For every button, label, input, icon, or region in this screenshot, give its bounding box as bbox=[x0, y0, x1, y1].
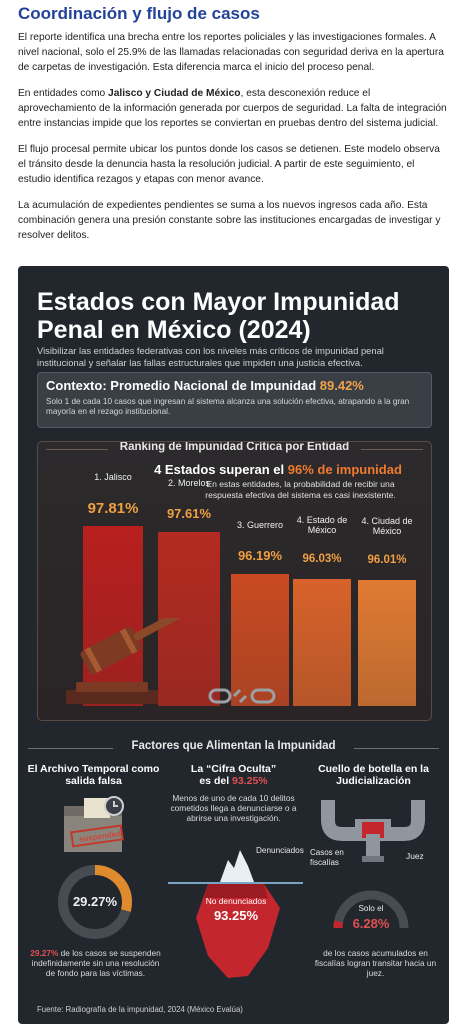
folder-icon bbox=[64, 796, 124, 852]
highlight-value: 96% de impunidad bbox=[287, 462, 402, 477]
factor2-value: 93.25% bbox=[213, 908, 259, 923]
factor1-desc-value: 29.27% bbox=[30, 948, 59, 958]
bar-label-4: 4. Ciudad de México bbox=[361, 515, 413, 536]
article-paragraph-2: En entidades como Jalisco y Ciudad de Mé… bbox=[18, 86, 449, 131]
infographic-subtitle: Visibilizar las entidades federativas co… bbox=[37, 345, 384, 368]
bar-label-1: 2. Morelos bbox=[167, 477, 211, 488]
bar-3 bbox=[293, 579, 351, 706]
infographic: Estados con Mayor Impunidad Penal en Méx… bbox=[18, 266, 449, 1024]
factor3-title: Cuello de botella en la Judicialización bbox=[318, 763, 429, 787]
bar-2 bbox=[231, 574, 289, 706]
factor3-description-block: de los casos acumulados en fiscalías log… bbox=[308, 948, 443, 978]
ranking-title: Ranking de Impunidad Crítica por Entidad bbox=[119, 441, 350, 453]
infographic-title: Estados con Mayor Impunidad Penal en Méx… bbox=[37, 288, 437, 344]
judicializacion-gauge bbox=[333, 890, 409, 929]
bar-label-0: 1. Jalisco bbox=[94, 471, 132, 482]
iceberg-label-bottom: No denunciados bbox=[205, 896, 267, 906]
factor2-title-value: 93.25% bbox=[232, 775, 268, 787]
p2-post: , esta desconexión reduce el aprovechami… bbox=[18, 88, 447, 129]
factor-archivo-temporal: El Archivo Temporal como salida falsa bbox=[26, 763, 161, 787]
article-paragraph-4: La acumulación de expedientes pendientes… bbox=[18, 200, 441, 241]
article-paragraph-3: El flujo procesal permite ubicar los pun… bbox=[18, 144, 440, 185]
ranking-title-background bbox=[108, 442, 361, 456]
factor3-description: de los casos acumulados en fiscalías log… bbox=[314, 948, 437, 978]
factors-divider-left bbox=[28, 748, 113, 749]
gauge-label: Solo el bbox=[358, 904, 384, 913]
highlight-description: En estas entidades, la probabilidad de r… bbox=[205, 479, 396, 500]
ranking-highlight: 4 Estados superan el 96% de impunidad bbox=[133, 462, 423, 477]
factor-cuello-botella: Cuello de botella en la Judicialización bbox=[306, 763, 441, 787]
pipe-icon bbox=[321, 800, 425, 862]
factor2-title-pre: La “Cifra Oculta” bbox=[190, 763, 277, 775]
bar-value-2: 96.19% bbox=[237, 548, 283, 564]
iceberg-label-top: Denunciados bbox=[256, 846, 304, 855]
factor2-title: La “Cifra Oculta” es del 93.25% bbox=[166, 763, 301, 787]
bar-value-0: 97.81% bbox=[87, 499, 139, 517]
p2-pre: En entidades como bbox=[18, 88, 109, 99]
highlight-text: 4 Estados superan el bbox=[154, 462, 285, 477]
bar-value-4: 96.01% bbox=[367, 553, 407, 566]
article-heading: Coordinación y flujo de casos bbox=[18, 4, 260, 23]
iceberg-icon bbox=[168, 850, 303, 978]
factor-cifra-oculta: La “Cifra Oculta” es del 93.25% Menos de … bbox=[166, 763, 301, 823]
article-paragraph-1: El reporte identifica una brecha entre l… bbox=[18, 32, 444, 73]
factor1-value: 29.27% bbox=[72, 894, 118, 909]
broken-chain-icon bbox=[208, 688, 276, 704]
context-value: 89.42% bbox=[319, 378, 364, 393]
context-title: Contexto: Promedio Nacional de Impunidad… bbox=[46, 378, 364, 393]
infographic-title-line-1: Estados con Mayor Impunidad bbox=[37, 288, 400, 316]
factor1-description: 29.27% de los casos se suspenden indefin… bbox=[28, 948, 163, 978]
factor1-desc-text: 29.27% de los casos se suspenden indefin… bbox=[28, 948, 163, 978]
bar-label-3: 4. Estado de México bbox=[296, 515, 348, 536]
bar-value-3: 96.03% bbox=[302, 553, 342, 566]
p2-bold: Jalisco y Ciudad de México bbox=[108, 88, 241, 99]
context-description: Solo 1 de cada 10 casos que ingresan al … bbox=[46, 397, 410, 416]
context-box: Contexto: Promedio Nacional de Impunidad… bbox=[37, 372, 432, 428]
factors-divider-right bbox=[354, 748, 439, 749]
factor2-description: Menos de uno de cada 10 delitos cometido… bbox=[170, 793, 297, 823]
bar-4 bbox=[358, 579, 416, 706]
context-label: Contexto: Promedio Nacional de Impunidad bbox=[46, 378, 317, 393]
factor2-title-mid: es del bbox=[199, 775, 233, 787]
pipe-label-left: Casos en fiscalías bbox=[310, 848, 344, 867]
bar-label-2: 3. Guerrero bbox=[236, 520, 284, 531]
factor1-desc-body: de los casos se suspenden indefinidament… bbox=[31, 948, 161, 978]
ranking-panel: Ranking de Impunidad Crítica por Entidad… bbox=[37, 441, 432, 721]
article: Coordinación y flujo de casos El reporte… bbox=[0, 4, 467, 243]
factor3-value: 6.28% bbox=[352, 916, 390, 931]
factor1-title: El Archivo Temporal como salida falsa bbox=[27, 763, 160, 787]
factors-title: Factores que Alimentan la Impunidad bbox=[131, 740, 336, 752]
infographic-title-line-2: Penal en México (2024) bbox=[37, 316, 311, 344]
archivo-donut bbox=[58, 865, 132, 939]
bar-value-1: 97.61% bbox=[166, 505, 212, 521]
bar-0 bbox=[83, 525, 143, 706]
pipe-label-right: Juez bbox=[406, 851, 424, 861]
gavel-icon bbox=[66, 618, 198, 704]
source-footer: Fuente: Radiografía de la impunidad, 202… bbox=[37, 1005, 243, 1014]
